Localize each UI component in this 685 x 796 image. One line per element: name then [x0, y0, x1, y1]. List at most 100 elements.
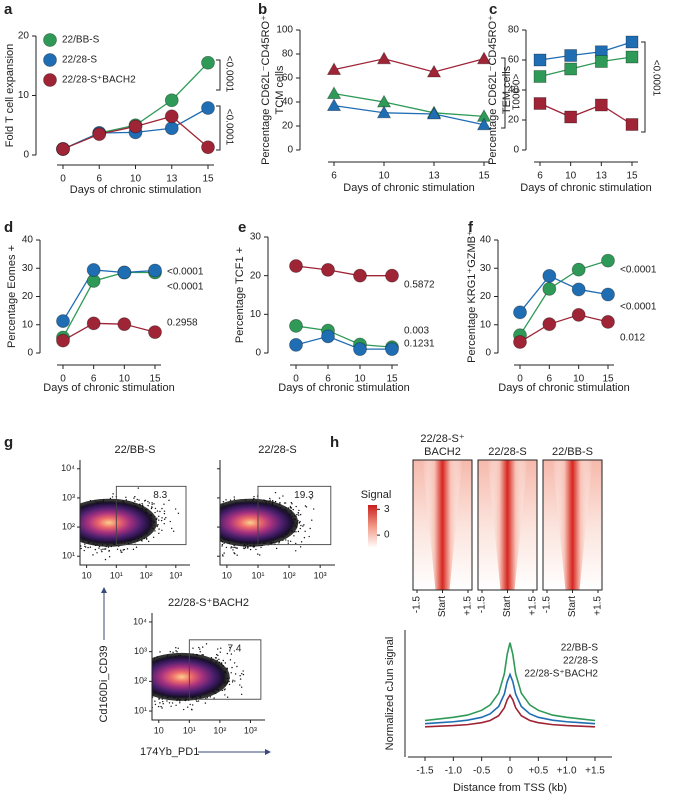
event-dot: [120, 551, 122, 553]
event-dot: [144, 500, 146, 502]
event-dot: [259, 554, 261, 556]
event-dot: [72, 538, 73, 539]
event-dot: [148, 673, 149, 674]
event-dot: [292, 508, 294, 511]
panel-label: c: [489, 1, 497, 18]
x-axis-label: Days of chronic stimulation: [520, 182, 651, 194]
event-dot: [156, 517, 158, 519]
event-dot: [236, 665, 238, 668]
event-dot: [146, 690, 147, 691]
data-point: [201, 140, 215, 155]
y-tick-label: 40: [508, 85, 520, 96]
data-point: [148, 325, 162, 339]
event-dot: [158, 519, 160, 521]
event-dot: [141, 502, 143, 505]
event-dot: [222, 555, 224, 557]
event-dot: [212, 544, 213, 545]
data-point: [148, 263, 162, 278]
event-dot: [202, 654, 204, 656]
x-tick-label: 13: [428, 171, 440, 182]
event-dot: [295, 505, 297, 508]
density-core: [80, 500, 155, 545]
event-dot: [136, 696, 137, 697]
event-dot: [118, 686, 119, 687]
x-tick-label: 10²: [140, 570, 153, 580]
event-dot: [162, 700, 164, 703]
x-tick-label: -1.5: [416, 766, 434, 777]
event-dot: [137, 689, 138, 690]
event-dot: [73, 534, 74, 535]
event-dot: [153, 503, 155, 505]
event-dot: [298, 521, 301, 524]
axes: [79, 460, 190, 566]
event-dot: [76, 541, 77, 542]
event-dot: [116, 548, 119, 550]
x-tick-label: 10¹: [110, 570, 123, 580]
x-tick-label: 15: [202, 174, 214, 185]
data-point: [128, 119, 143, 134]
axes: [151, 613, 265, 721]
x-tick-label: 10¹: [251, 570, 264, 580]
event-dot: [66, 532, 67, 533]
p-value: 0.1231: [404, 339, 435, 350]
event-dot: [300, 524, 302, 527]
series-line: [539, 41, 633, 61]
x-tick-label: -0.5: [473, 766, 491, 777]
event-dot: [75, 540, 76, 541]
event-dot: [78, 511, 79, 512]
x-tick-label: -1.5: [477, 596, 488, 614]
event-dot: [176, 651, 178, 653]
event-dot: [205, 542, 206, 543]
event-dot: [215, 535, 216, 536]
event-dot: [217, 511, 218, 512]
event-dot: [206, 528, 207, 529]
event-dot: [213, 530, 214, 531]
x-tick-label: 10³: [169, 570, 182, 580]
event-dot: [207, 530, 208, 531]
event-dot: [233, 662, 236, 664]
event-dot: [145, 538, 148, 540]
x-tick-label: 10: [119, 374, 131, 385]
y-tick-label: 10: [250, 309, 262, 320]
event-dot: [75, 516, 76, 517]
y-axis-label: Percentage KRG1⁺GZMB⁺: [466, 230, 478, 363]
data-point: [201, 101, 215, 115]
data-point: [86, 263, 101, 277]
event-dot: [221, 543, 224, 546]
event-dot: [221, 545, 223, 547]
event-dot: [239, 678, 242, 680]
event-dot: [274, 500, 277, 503]
gate: [257, 485, 332, 546]
event-dot: [166, 700, 168, 702]
event-dot: [130, 694, 131, 695]
event-dot: [217, 519, 218, 520]
x-tick-label: 10: [222, 570, 232, 580]
data-point: [385, 268, 399, 283]
event-dot: [77, 533, 78, 534]
event-dot: [127, 680, 128, 681]
event-dot: [257, 553, 259, 555]
x-tick-label: 10¹: [183, 725, 196, 735]
event-dot: [214, 657, 217, 659]
event-dot: [148, 675, 149, 676]
heatmap-signal: [422, 460, 463, 590]
bracket: [216, 105, 221, 151]
event-dot: [125, 496, 127, 498]
event-dot: [303, 524, 305, 526]
x-tick-label: 10: [565, 171, 577, 182]
event-dot: [179, 702, 181, 704]
p-value: 0.012: [620, 333, 645, 344]
event-dot: [112, 493, 114, 495]
event-dot: [163, 518, 166, 520]
x-tick-label: +1.5: [463, 596, 474, 616]
data-point: [594, 98, 608, 112]
event-dot: [216, 520, 217, 521]
legend-label: 22/28-S⁺BACH2: [524, 669, 598, 680]
event-dot: [215, 513, 216, 514]
event-dot: [64, 513, 65, 514]
x-tick-label: 0: [293, 374, 299, 385]
event-dot: [147, 669, 148, 670]
x-tick-label: 0: [507, 766, 513, 777]
y-axis-label: Cd160Di_CD39: [98, 645, 110, 722]
event-dot: [159, 510, 161, 513]
